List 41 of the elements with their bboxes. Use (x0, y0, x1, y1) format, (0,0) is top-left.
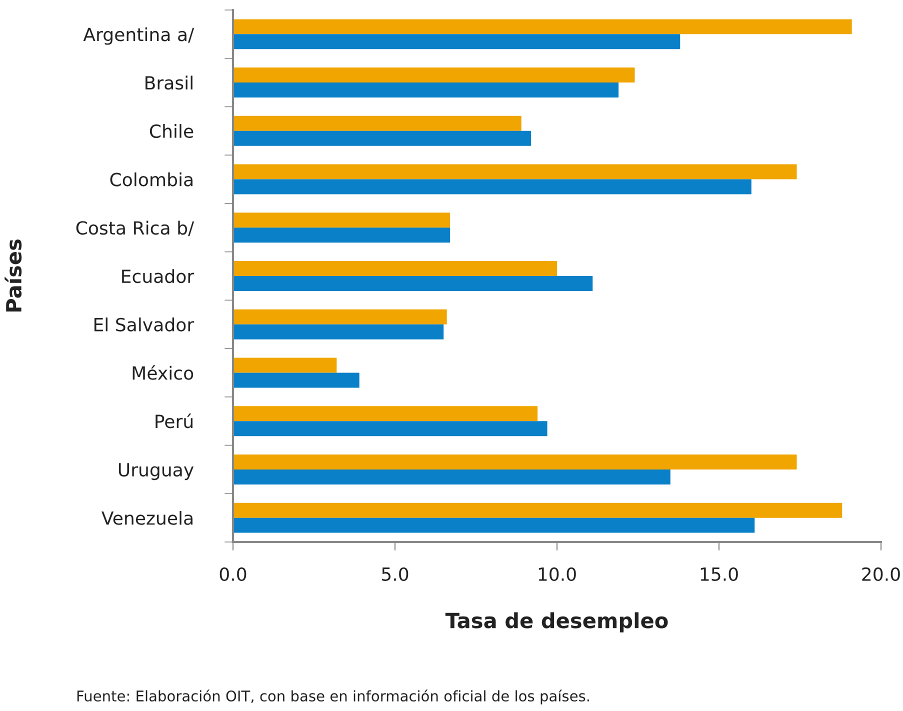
y-tick-label: Uruguay (118, 463, 194, 480)
bar (233, 358, 337, 373)
y-tick-label: Ecuador (122, 269, 194, 284)
bar (233, 82, 619, 98)
x-tick-label: 20.0 (862, 567, 900, 581)
y-tick-label: Brasil (146, 76, 192, 90)
x-tick-label: 15.0 (700, 567, 738, 581)
bar (233, 228, 450, 243)
bar (233, 212, 450, 228)
y-tick-label: Chile (150, 124, 194, 138)
bar (233, 406, 538, 422)
bar (233, 276, 593, 291)
y-axis-title: Países (4, 240, 22, 312)
bar (233, 130, 532, 146)
bar (233, 324, 444, 340)
bar (233, 454, 797, 470)
bar (233, 68, 635, 83)
source-note: Fuente: Elaboración OIT, con base en información oficial de los países. (77, 690, 589, 704)
bar (233, 34, 680, 50)
bar (233, 261, 557, 276)
bar (233, 19, 852, 34)
x-tick-label: 5.0 (382, 567, 408, 581)
y-tick-label: Costa Rica b/ (76, 220, 194, 236)
bar (233, 164, 797, 180)
y-tick-label: Perú (156, 414, 192, 428)
bar (233, 179, 752, 194)
y-tick-label: Colombia (110, 172, 192, 186)
x-tick-label: 0.0 (220, 567, 246, 581)
bar (233, 372, 360, 388)
bar (233, 518, 755, 533)
bar (233, 469, 670, 484)
bar (233, 421, 548, 436)
x-axis-title: Tasa de desempleo (445, 612, 668, 632)
bar (233, 309, 447, 324)
bar (233, 116, 522, 131)
y-tick-label: Venezuela (102, 510, 192, 525)
bar (233, 502, 842, 518)
y-tick-label: El Salvador (94, 318, 194, 332)
x-tick-label: 10.0 (538, 567, 576, 581)
y-tick-label: Argentina a/ (83, 27, 194, 45)
y-tick-label: México (132, 365, 194, 380)
